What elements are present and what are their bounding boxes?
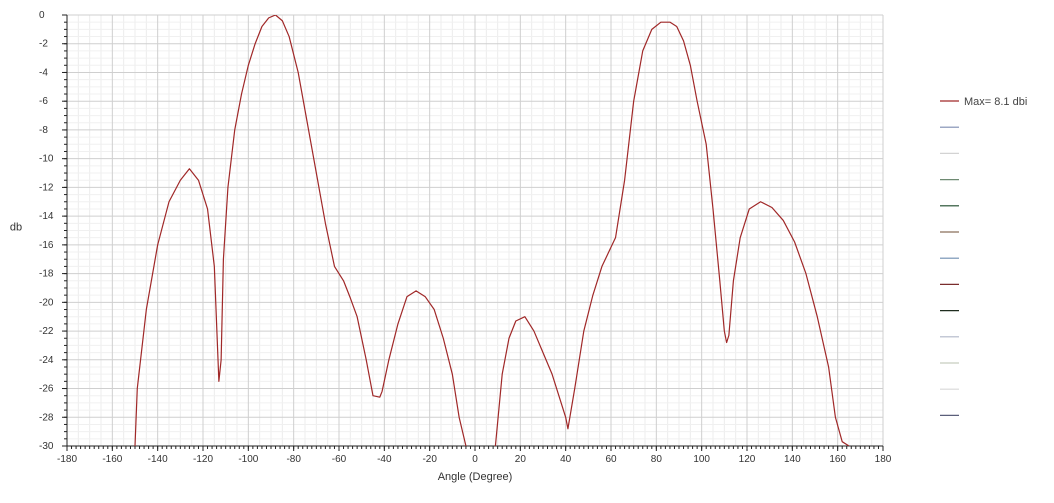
y-axis-ticks: 0 -2 -4 -6 -8 -10 -12 -14 -16 -18 -20 -22 -24 -26 -28 -… — [39, 10, 67, 452]
legend: Max= 8.1 dbi — [940, 96, 1027, 416]
y-tick-label: -6 — [39, 96, 48, 107]
x-tick-label: -180 — [57, 454, 77, 465]
y-axis-label: db — [10, 222, 22, 234]
x-tick-label: -40 — [377, 454, 392, 465]
series-lines — [134, 15, 850, 446]
y-tick-label: -24 — [39, 355, 54, 366]
y-tick-label: -16 — [39, 240, 54, 251]
y-tick-label: -18 — [39, 269, 54, 280]
x-tick-label: -60 — [332, 454, 347, 465]
x-axis-ticks: -180 -160 -140 -120 -100 -80 -60 -40 -20 0 20 40 60 8… — [57, 446, 892, 465]
y-tick-label: -12 — [39, 182, 54, 193]
legend-label: Max= 8.1 dbi — [964, 96, 1027, 108]
x-tick-label: -100 — [238, 454, 258, 465]
x-tick-label: 0 — [472, 454, 478, 465]
x-tick-label: 180 — [875, 454, 892, 465]
x-tick-label: -140 — [148, 454, 168, 465]
y-tick-label: -30 — [39, 441, 54, 452]
x-tick-label: -80 — [286, 454, 301, 465]
y-tick-label: -10 — [39, 154, 54, 165]
y-tick-label: -4 — [39, 67, 48, 78]
x-tick-label: 140 — [784, 454, 801, 465]
x-axis-label: Angle (Degree) — [438, 471, 513, 483]
y-tick-label: -2 — [39, 39, 48, 50]
x-tick-label: 60 — [605, 454, 617, 465]
y-tick-label: -14 — [39, 211, 54, 222]
x-tick-label: 40 — [560, 454, 572, 465]
y-tick-label: -20 — [39, 297, 54, 308]
y-tick-label: -22 — [39, 326, 54, 337]
y-tick-label: -26 — [39, 384, 54, 395]
y-tick-label: -28 — [39, 412, 54, 423]
y-tick-label: 0 — [39, 10, 45, 21]
series-line — [134, 15, 850, 446]
x-tick-label: 20 — [515, 454, 527, 465]
x-tick-label: 80 — [651, 454, 663, 465]
axes — [64, 14, 884, 449]
y-tick-label: -8 — [39, 125, 48, 136]
x-tick-label: 160 — [829, 454, 846, 465]
x-tick-label: -120 — [193, 454, 213, 465]
x-tick-label: -160 — [102, 454, 122, 465]
x-tick-label: 120 — [739, 454, 756, 465]
x-tick-label: 100 — [693, 454, 710, 465]
x-tick-label: -20 — [422, 454, 437, 465]
